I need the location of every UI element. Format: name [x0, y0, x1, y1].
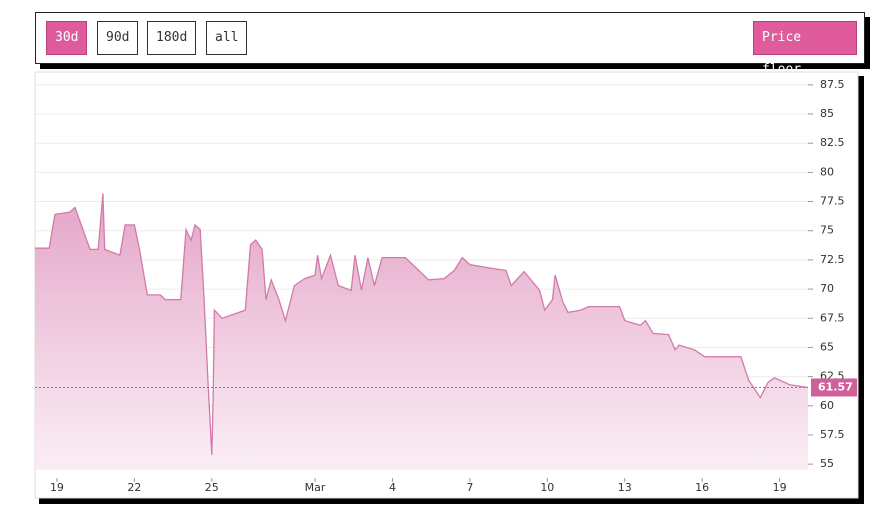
- y-tick-label: 82.5: [820, 136, 845, 149]
- x-tick-label: 7: [466, 481, 473, 494]
- y-tick-label: 85: [820, 107, 834, 120]
- y-tick-label: 65: [820, 340, 834, 353]
- y-tick-label: 77.5: [820, 195, 845, 208]
- shadow: [858, 76, 864, 504]
- y-tick-label: 87.5: [820, 78, 845, 91]
- x-tick-label: Mar: [305, 481, 326, 494]
- area: [35, 193, 808, 470]
- x-tick-label: 22: [127, 481, 141, 494]
- range-panel: 30d 90d 180d all Price floor: [35, 12, 865, 77]
- range-button[interactable]: all: [206, 21, 248, 55]
- y-tick-label: 75: [820, 224, 834, 237]
- y-tick-label: 80: [820, 165, 834, 178]
- price-line: [35, 193, 809, 455]
- x-tick-label: 19: [50, 481, 64, 494]
- x-tick-label: 4: [389, 481, 396, 494]
- range-button[interactable]: 90d: [97, 21, 139, 55]
- x-tick-label: 10: [540, 481, 554, 494]
- y-tick-label: 72.5: [820, 253, 845, 266]
- y-tick-label: 57.5: [820, 428, 845, 441]
- y-tick-label: 67.5: [820, 311, 845, 324]
- x-tick-label: 16: [695, 481, 709, 494]
- y-tick-label: 55: [820, 457, 834, 470]
- range-button[interactable]: 180d: [147, 21, 197, 55]
- price-floor-toggle[interactable]: Price floor: [753, 21, 857, 77]
- shadow: [39, 498, 864, 504]
- last-price-label: 61.57: [818, 380, 853, 393]
- range-button[interactable]: 30d: [46, 21, 88, 55]
- x-tick-label: 13: [618, 481, 632, 494]
- last-price-tag: [811, 378, 857, 397]
- x-tick-label: 25: [205, 481, 219, 494]
- y-tick-label: 60: [820, 399, 834, 412]
- y-tick-label: 70: [820, 282, 834, 295]
- x-tick-label: 19: [773, 481, 787, 494]
